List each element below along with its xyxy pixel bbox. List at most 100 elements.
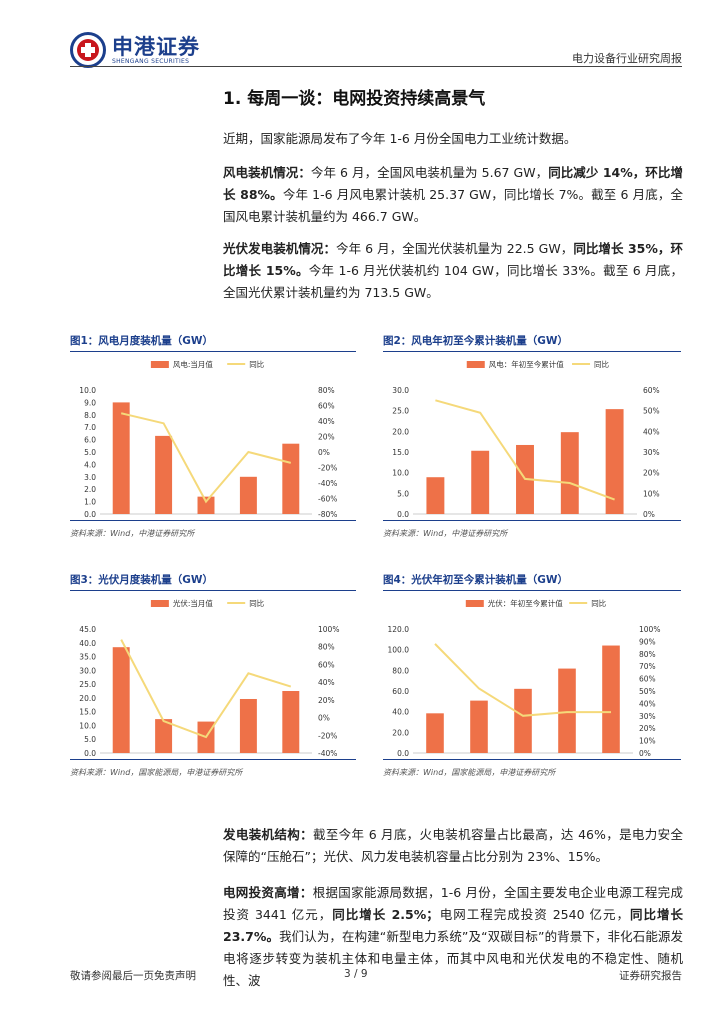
intro-paragraph: 近期，国家能源局发布了今年 1-6 月份全国电力工业统计数据。 (223, 131, 577, 146)
legend-bar-swatch (150, 361, 169, 368)
y-left-tick-label: 4.0 (84, 460, 96, 469)
y-right-tick-label: -20% (318, 464, 337, 473)
y-left-tick-label: 1.0 (84, 498, 96, 507)
y-right-tick-label: 0% (639, 749, 651, 758)
solar-text-2: 今年 1-6 月光伏装机约 104 GW，同比增长 33%。截至 6 月底，全国… (223, 263, 683, 300)
x-tick-label: 6月 (608, 520, 620, 521)
legend-bar-swatch (466, 361, 485, 368)
y-left-tick-label: 30.0 (79, 666, 96, 675)
y-right-tick-label: -20% (318, 731, 337, 740)
line-series (434, 643, 611, 717)
x-tick-label: 4月 (200, 520, 212, 521)
solar-text-1: 今年 6 月，全国光伏装机量为 22.5 GW， (336, 241, 574, 256)
brand-name-en: SHENGANG SECURITIES (112, 57, 190, 65)
y-right-tick-label: 90% (639, 637, 656, 646)
y-right-tick-label: 20% (318, 696, 335, 705)
figure-caption: 图1：风电月度装机量（GW） (70, 335, 214, 347)
figure-bottom-rule (383, 520, 681, 521)
x-tick-label: 1-2月 (111, 520, 131, 521)
y-right-tick-label: 0% (318, 448, 330, 457)
y-left-tick-label: 30.0 (392, 386, 409, 395)
y-left-tick-label: 20.0 (392, 728, 409, 737)
bar (282, 443, 300, 514)
legend-line-label: 同比 (594, 359, 609, 369)
structure-label: 发电装机结构： (223, 827, 313, 842)
y-left-tick-label: 100.0 (388, 646, 410, 655)
figure-top-rule (70, 590, 356, 591)
y-left-tick-label: 10.0 (79, 721, 96, 730)
y-left-tick-label: 0.0 (397, 510, 409, 519)
solar-bold-1: 同比增长 35%，环比增长 15%。 (223, 241, 683, 278)
y-left-tick-label: 3.0 (84, 473, 96, 482)
figure-source: 资料来源：Wind，中港证券研究所 (383, 529, 508, 538)
y-left-tick-label: 5.0 (84, 448, 96, 457)
y-right-tick-label: 10% (639, 737, 656, 746)
y-right-tick-label: -40% (318, 479, 337, 488)
bar (282, 691, 300, 753)
structure-text: 截至今年 6 月底，火电装机容量占比最高，达 46%，是电力安全保障的“压舱石”… (223, 827, 683, 864)
bar (155, 719, 173, 753)
figure-top-rule (70, 351, 356, 352)
bar (514, 688, 532, 753)
x-tick-label: 3月 (473, 759, 485, 760)
y-right-tick-label: 80% (318, 643, 335, 652)
y-left-tick-label: 5.0 (84, 735, 96, 744)
y-right-tick-label: 50% (639, 687, 656, 696)
structure-paragraph: 发电装机结构：截至今年 6 月底，火电装机容量占比最高，达 46%，是电力安全保… (223, 824, 683, 868)
x-tick-label: 6月 (285, 759, 297, 760)
y-right-tick-label: 0% (318, 714, 330, 723)
y-left-tick-label: 15.0 (79, 708, 96, 717)
x-tick-label: 1-2月 (426, 520, 446, 521)
legend-bar-swatch (150, 600, 169, 607)
grid-bold-2: 同比增长 23.7%。 (223, 907, 683, 944)
figure-source: 资料来源：Wind，国家能源局，申港证券研究所 (70, 768, 243, 777)
y-right-tick-label: 100% (639, 625, 660, 634)
y-left-tick-label: 10.0 (392, 469, 409, 478)
grid-text-2: 电网工程完成投资 2540 亿元， (438, 907, 630, 922)
bar (197, 496, 215, 514)
wind-text-2: 今年 1-6 月风电累计装机 25.37 GW，同比增长 7%。截至 6 月底，… (223, 187, 683, 224)
chart-3: 0.0 5.0 10.0 15.0 20.0 25.0 30.0 35.0 40.0 45.0 -4… (79, 598, 339, 760)
y-right-tick-label: 60% (643, 386, 660, 395)
x-tick-label: 6月 (285, 520, 297, 521)
line-series (120, 639, 292, 739)
bar (426, 713, 444, 753)
bar (470, 700, 488, 753)
footer-page-number: 3 / 9 (344, 968, 368, 980)
y-right-tick-label: 80% (318, 386, 335, 395)
grid-text-1: 根据国家能源局数据，1-6 月份，全国主要发电企业电源工程完成投资 3441 亿… (223, 885, 683, 922)
y-left-tick-label: 0.0 (84, 510, 96, 519)
y-left-tick-label: 7.0 (84, 423, 96, 432)
y-left-tick-label: 2.0 (84, 485, 96, 494)
y-left-tick-label: 5.0 (397, 489, 409, 498)
figure-source: 资料来源：Wind，国家能源局，申港证券研究所 (383, 768, 556, 777)
line-series (120, 412, 292, 504)
x-tick-label: 3月 (157, 520, 169, 521)
legend-line-label: 同比 (249, 598, 264, 608)
bar (426, 477, 445, 514)
legend-bar-label: 光伏：年初至今累计值 (488, 598, 563, 608)
y-left-tick-label: 80.0 (392, 666, 409, 675)
chart-1: 0.0 1.0 2.0 3.0 4.0 5.0 6.0 7.0 8.0 9.0 10.0 -80% -6… (79, 359, 337, 521)
brand: 申港证券 SHENGANG SECURITIES (70, 32, 200, 68)
x-tick-label: 1-2月 (111, 759, 131, 760)
figure-bottom-rule (383, 759, 681, 760)
figure-bottom-rule (70, 759, 356, 760)
x-tick-label: 5月 (242, 759, 254, 760)
bar (239, 476, 257, 514)
footer-disclaimer: 敬请参阅最后一页免责声明 (70, 970, 196, 982)
y-right-tick-label: 80% (639, 650, 656, 659)
bar (155, 435, 173, 514)
y-right-tick-label: 40% (318, 678, 335, 687)
x-tick-label: 3月 (157, 759, 169, 760)
grid-paragraph: 电网投资高增：根据国家能源局数据，1-6 月份，全国主要发电企业电源工程完成投资… (223, 882, 683, 992)
bar (560, 432, 579, 514)
y-left-tick-label: 40.0 (79, 639, 96, 648)
figure-source: 资料来源：Wind，中港证券研究所 (70, 529, 195, 538)
figure-caption: 图3：光伏月度装机量（GW） (70, 574, 214, 586)
y-left-tick-label: 40.0 (392, 708, 409, 717)
y-left-tick-label: 6.0 (84, 436, 96, 445)
x-tick-label: 5月 (561, 759, 573, 760)
x-tick-label: 5月 (242, 520, 254, 521)
figure-caption: 图2：风电年初至今累计装机量（GW） (383, 335, 569, 347)
